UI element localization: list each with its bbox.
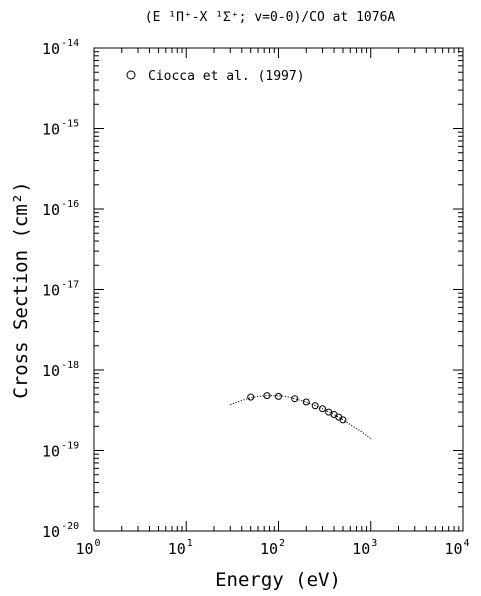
axis-ticks [93, 48, 463, 532]
data-point [339, 416, 347, 424]
data-point [335, 413, 343, 421]
y-tick-label: 10-16 [42, 199, 79, 219]
data-point [247, 393, 255, 401]
x-tick-label: 102 [260, 538, 285, 558]
legend-marker [126, 70, 136, 80]
fit-curve-line [230, 395, 372, 440]
y-tick-label: 10-19 [42, 441, 79, 461]
data-point [263, 392, 271, 400]
x-tick-label: 104 [444, 538, 469, 558]
y-tick-label: 10-17 [42, 280, 79, 300]
y-tick-label: 10-20 [42, 521, 79, 541]
data-points [247, 392, 347, 424]
x-tick-label: 103 [352, 538, 377, 558]
tick-labels: 100 101 102 103 104 10-20 10-19 10-18 10-17 10-16… [42, 38, 470, 558]
data-point [311, 402, 319, 410]
x-tick-label: 101 [168, 538, 193, 558]
y-axis-label: Cross Section (cm²) [10, 181, 32, 398]
y-tick-label: 10-14 [42, 38, 79, 58]
chart-title: (E ¹Π⁺-X ¹Σ⁺; v=0-0)/CO at 1076A [145, 10, 396, 25]
plot-frame [93, 47, 464, 532]
y-tick-label: 10-18 [42, 360, 79, 380]
legend-label: Ciocca et al. (1997) [148, 69, 305, 84]
data-point [302, 398, 310, 406]
y-tick-label: 10-15 [42, 119, 79, 139]
data-point [275, 392, 282, 400]
x-tick-label: 100 [75, 538, 100, 558]
data-point [291, 395, 299, 403]
data-point [319, 405, 327, 413]
x-axis-label: Energy (eV) [215, 569, 341, 591]
legend: Ciocca et al. (1997) [126, 69, 305, 84]
